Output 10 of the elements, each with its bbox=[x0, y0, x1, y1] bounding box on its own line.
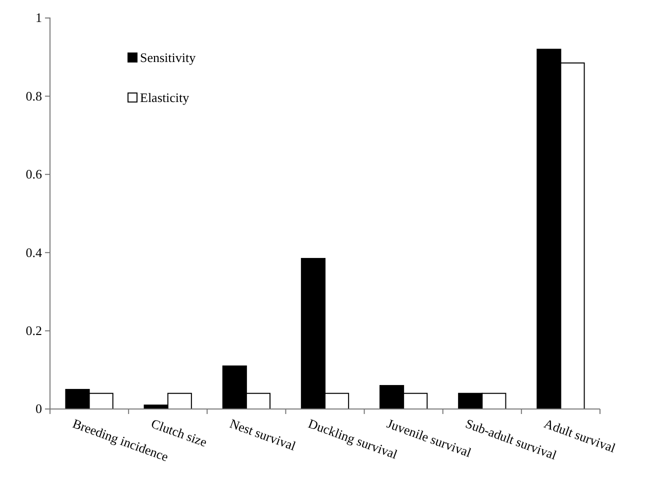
legend-label: Elasticity bbox=[140, 90, 190, 105]
y-tick-label: 1 bbox=[36, 10, 42, 26]
x-tick-label: Clutch size bbox=[149, 416, 210, 450]
x-tick-label: Nest survival bbox=[228, 416, 298, 454]
y-tick-label: 0.6 bbox=[26, 166, 42, 182]
y-tick-label: 0.4 bbox=[26, 244, 42, 260]
y-tick-label: 0.2 bbox=[26, 322, 42, 338]
y-tick-label: 0 bbox=[36, 401, 42, 416]
y-tick-label: 0.8 bbox=[26, 88, 42, 104]
legend-label: Sensitivity bbox=[140, 50, 196, 65]
